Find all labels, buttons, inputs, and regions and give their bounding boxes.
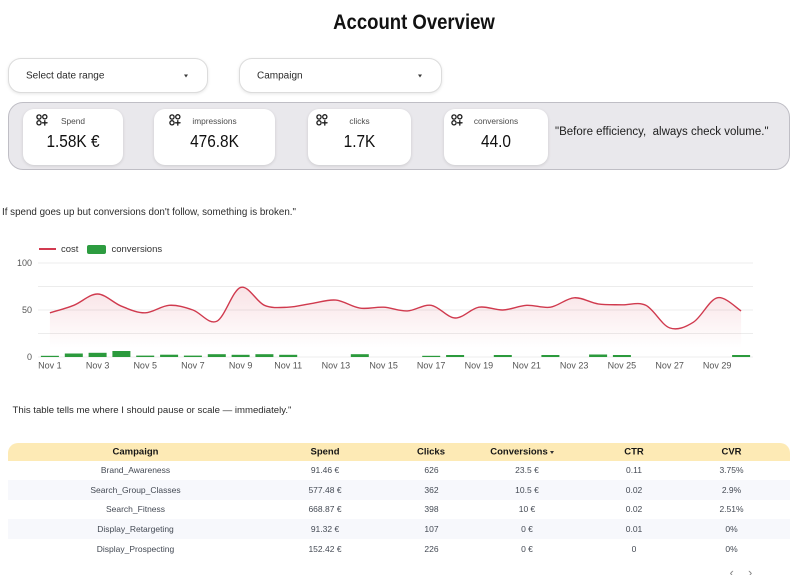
- svg-text:Nov 27: Nov 27: [655, 361, 684, 371]
- svg-text:Nov 13: Nov 13: [322, 361, 351, 371]
- svg-text:Nov 1: Nov 1: [38, 361, 62, 371]
- svg-text:Nov 15: Nov 15: [369, 361, 398, 371]
- svg-text:Nov 29: Nov 29: [703, 361, 732, 371]
- svg-text:Nov 11: Nov 11: [274, 361, 302, 371]
- svg-text:Nov 17: Nov 17: [417, 361, 446, 371]
- svg-text:Nov 3: Nov 3: [86, 361, 110, 371]
- svg-text:Nov 25: Nov 25: [608, 361, 637, 371]
- svg-text:100: 100: [17, 258, 32, 268]
- svg-text:Nov 19: Nov 19: [465, 361, 494, 371]
- svg-text:Nov 21: Nov 21: [512, 361, 541, 371]
- svg-text:Nov 23: Nov 23: [560, 361, 589, 371]
- svg-text:50: 50: [22, 305, 32, 315]
- svg-text:0: 0: [27, 352, 32, 362]
- svg-text:Nov 7: Nov 7: [181, 361, 205, 371]
- svg-text:Nov 9: Nov 9: [229, 361, 253, 371]
- svg-text:Nov 5: Nov 5: [133, 361, 157, 371]
